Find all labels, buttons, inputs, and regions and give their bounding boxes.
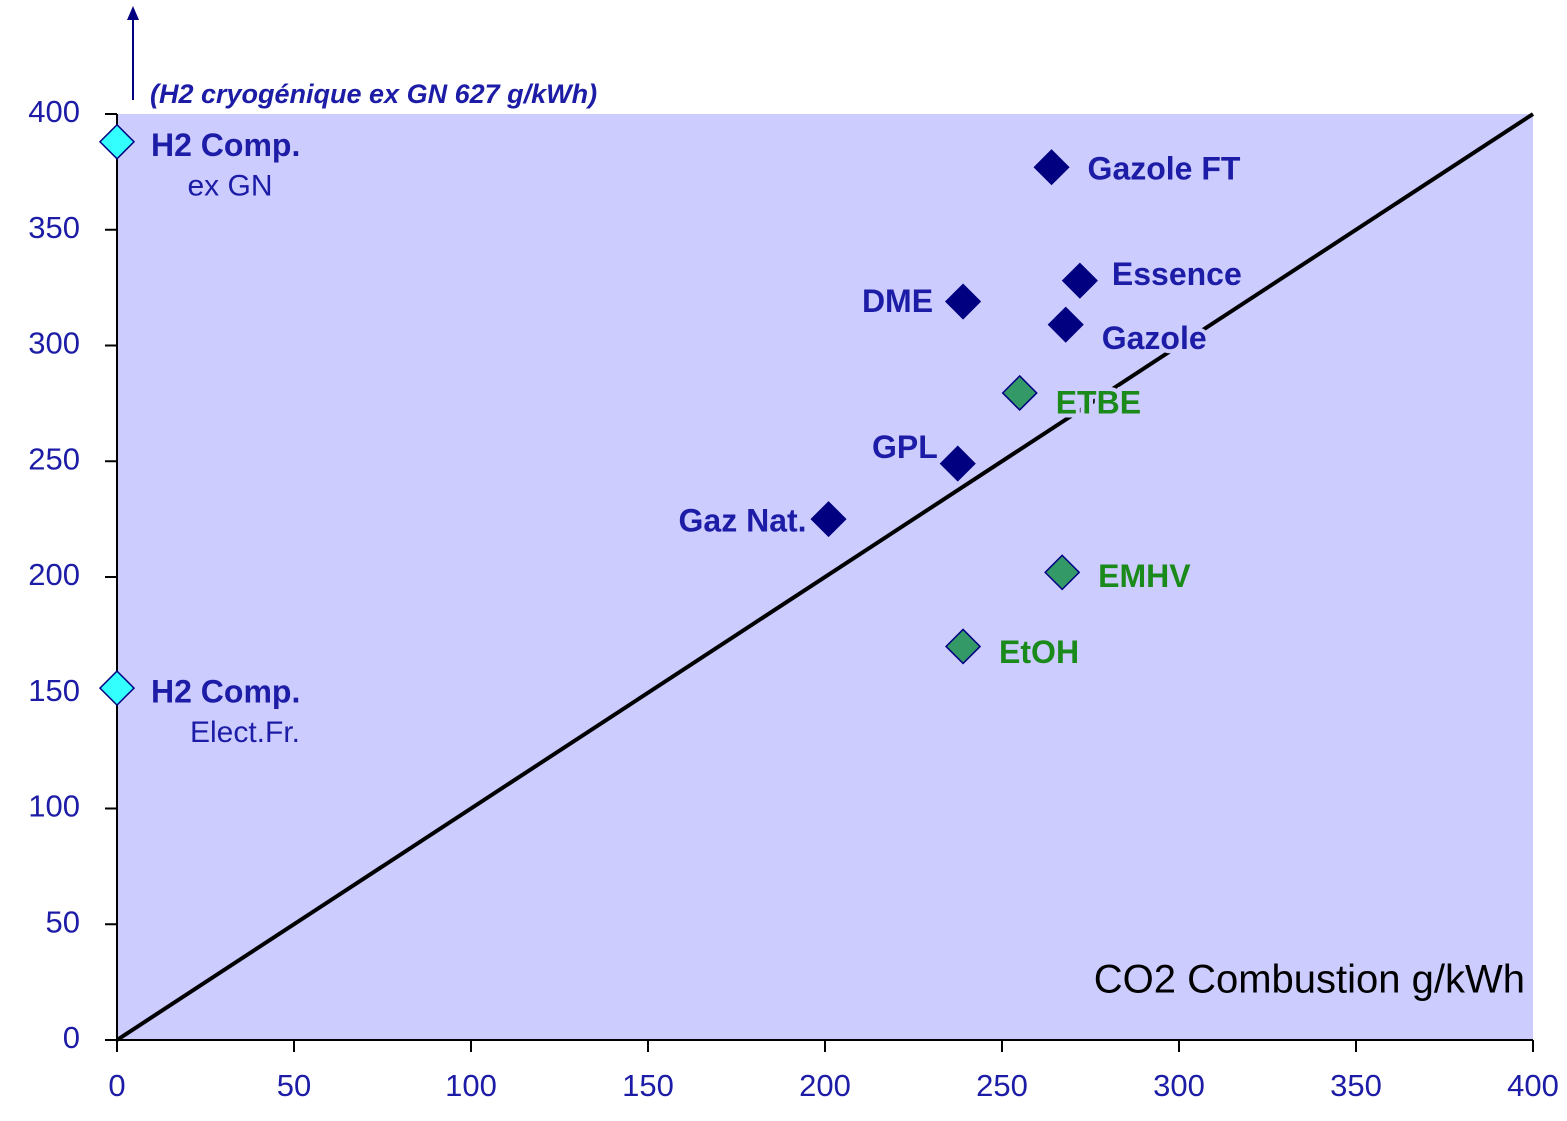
y-tick-label: 0 <box>63 1020 80 1055</box>
x-axis-label: CO2 Combustion g/kWh <box>1094 958 1525 1002</box>
point-label: EMHV <box>1098 558 1191 594</box>
point <box>810 501 847 538</box>
point-label: Elect.Fr. <box>190 716 300 749</box>
point-label: ETBE <box>1056 384 1141 420</box>
x-tick-label: 150 <box>622 1068 674 1103</box>
y-tick-label: 150 <box>28 673 80 708</box>
x-tick-label: 100 <box>445 1068 497 1103</box>
x-tick-label: 200 <box>799 1068 851 1103</box>
point <box>98 123 136 160</box>
point-label: ex GN <box>187 170 272 203</box>
annotation-arrowhead <box>127 6 139 20</box>
point-label: Gaz Nat. <box>679 503 807 539</box>
point <box>1047 306 1084 343</box>
diagonal-line <box>115 112 1535 1042</box>
x-tick-label: 250 <box>976 1068 1028 1103</box>
x-tick-label: 50 <box>277 1068 311 1103</box>
point-label: Gazole FT <box>1088 151 1241 187</box>
y-tick-label: 100 <box>28 789 80 824</box>
point <box>1044 554 1081 591</box>
point <box>944 283 982 320</box>
point <box>1033 149 1070 186</box>
y-tick-label: 200 <box>28 557 80 592</box>
point <box>98 670 136 707</box>
point-label: DME <box>862 283 933 319</box>
point <box>1061 262 1098 299</box>
point-label: H2 Comp. <box>151 674 300 710</box>
annotation: (H2 cryogénique ex GN 627 g/kWh) <box>150 79 597 109</box>
x-tick-label: 300 <box>1153 1068 1205 1103</box>
point-label: GPL <box>872 429 938 465</box>
y-tick-label: 50 <box>46 904 80 939</box>
x-tick-label: 350 <box>1330 1068 1382 1103</box>
y-tick-label: 300 <box>28 326 80 361</box>
point-label: H2 Comp. <box>151 127 300 163</box>
point-label: EtOH <box>999 634 1079 670</box>
y-tick-label: 400 <box>28 94 80 129</box>
x-tick-label: 400 <box>1507 1068 1559 1103</box>
point-label: Essence <box>1112 256 1242 292</box>
point <box>1001 374 1038 412</box>
point <box>944 628 982 665</box>
x-tick-label: 0 <box>108 1068 125 1103</box>
point-label: Gazole <box>1102 320 1207 356</box>
point <box>939 445 976 482</box>
y-tick-label: 350 <box>28 210 80 245</box>
y-tick-label: 250 <box>28 441 80 476</box>
